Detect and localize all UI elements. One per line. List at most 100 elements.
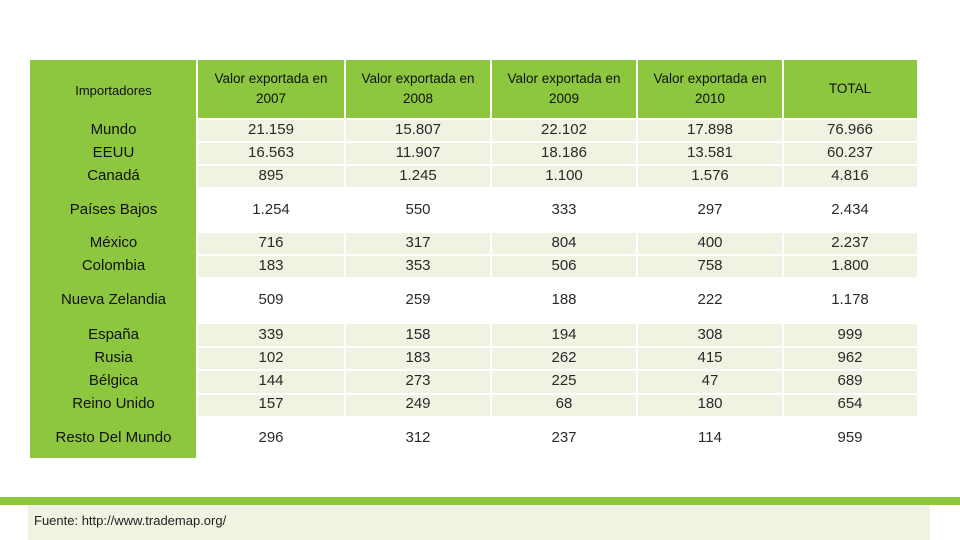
row-divider: [197, 416, 917, 418]
row-divider: [197, 187, 917, 189]
column-header-text: 2010: [694, 91, 726, 106]
column-divider: [196, 187, 198, 231]
value-text: 1.245: [399, 167, 437, 184]
value-cell: 959: [783, 416, 917, 458]
row-divider: [197, 346, 917, 348]
value-cell: 550: [345, 187, 491, 231]
value-cell: 2.237 1.800: [783, 231, 917, 277]
value-text: 962: [837, 349, 863, 366]
value-text: 506: [551, 257, 577, 274]
importer-cell: Nueva Zelandia: [30, 277, 197, 322]
value-text: 237: [551, 428, 577, 446]
value-text: 353: [405, 257, 431, 274]
value-text: 550: [405, 200, 431, 218]
value-text: 47: [701, 372, 719, 389]
value-text: 102: [258, 349, 284, 366]
value-text: 22.102: [541, 121, 587, 138]
value-cell: 114: [637, 416, 783, 458]
value-cell: 259: [345, 277, 491, 322]
row-divider: [197, 322, 917, 324]
row-divider: [197, 393, 917, 395]
value-text: 194: [551, 326, 577, 343]
value-text: 17.898: [687, 121, 733, 138]
importer-name: EEUU: [92, 144, 135, 161]
column-divider: [344, 416, 346, 458]
value-cell: 22.102 18.186 1.100: [491, 118, 637, 187]
value-text: 1.178: [831, 291, 869, 308]
importer-name: México: [89, 234, 138, 251]
value-text: 1.100: [545, 167, 583, 184]
column-divider: [490, 118, 492, 187]
row-divider: [197, 118, 917, 120]
value-text: 18.186: [541, 144, 587, 161]
value-text: 4.816: [831, 167, 869, 184]
value-text: 1.576: [691, 167, 729, 184]
value-text: 2.434: [831, 200, 869, 218]
importer-name: Países Bajos: [69, 200, 158, 218]
value-text: 400: [697, 234, 723, 251]
column-divider: [344, 60, 346, 118]
column-divider: [636, 60, 638, 118]
value-cell: 21.159 16.563 895: [197, 118, 345, 187]
column-header-text: 2009: [548, 91, 580, 106]
footer-box: [28, 505, 930, 540]
value-text: 312: [405, 428, 431, 446]
importer-cell: Resto Del Mundo: [30, 416, 197, 458]
value-cell: 2.434: [783, 187, 917, 231]
value-text: 76.966: [827, 121, 873, 138]
column-header-text: Valor exportada en: [507, 71, 621, 86]
column-header-3: Valor exportada en 2009: [491, 60, 637, 118]
value-text: 339: [258, 326, 284, 343]
value-cell: 188: [491, 277, 637, 322]
value-text: 297: [697, 200, 723, 218]
value-cell: 1.254: [197, 187, 345, 231]
value-text: 317: [405, 234, 431, 251]
importer-cell: España Rusia Bélgica Reino Unido: [30, 322, 197, 416]
column-header-text: 2007: [255, 91, 287, 106]
value-text: 183: [258, 257, 284, 274]
value-cell: 312: [345, 416, 491, 458]
value-text: 509: [258, 291, 284, 308]
column-divider: [196, 118, 198, 187]
column-divider: [782, 416, 784, 458]
importer-name: España: [88, 326, 139, 343]
value-text: 333: [551, 200, 577, 218]
column-divider: [490, 187, 492, 231]
column-divider: [344, 118, 346, 187]
column-header-2: Valor exportada en 2008: [345, 60, 491, 118]
row-divider: [197, 369, 917, 371]
value-cell: 317 353: [345, 231, 491, 277]
value-text: 222: [697, 291, 723, 308]
value-text: 158: [405, 326, 431, 343]
column-divider: [636, 118, 638, 187]
importer-name: Reino Unido: [72, 395, 155, 412]
row-divider: [197, 254, 917, 256]
value-text: 180: [697, 395, 723, 412]
column-divider: [196, 277, 198, 322]
value-cell: 17.898 13.581 1.576: [637, 118, 783, 187]
value-cell: 804 506: [491, 231, 637, 277]
column-divider: [782, 187, 784, 231]
value-text: 2.237: [831, 234, 869, 251]
value-text: 15.807: [395, 121, 441, 138]
value-text: 188: [551, 291, 577, 308]
column-divider: [196, 60, 198, 118]
value-text: 415: [697, 349, 723, 366]
value-cell: 237: [491, 416, 637, 458]
value-text: 68: [555, 395, 573, 412]
value-text: 804: [551, 234, 577, 251]
column-divider: [782, 118, 784, 187]
value-text: 183: [405, 349, 431, 366]
column-header-1: Valor exportada en 2007: [197, 60, 345, 118]
value-text: 16.563: [248, 144, 294, 161]
importer-cell: Mundo EEUU Canadá: [30, 118, 197, 187]
value-cell: 194 262 225 68: [491, 322, 637, 416]
importer-name: Canadá: [87, 167, 140, 184]
column-divider: [636, 187, 638, 231]
importer-name: Rusia: [94, 349, 133, 366]
value-cell: 296: [197, 416, 345, 458]
value-text: 21.159: [248, 121, 294, 138]
value-text: 999: [837, 326, 863, 343]
column-header-5: TOTAL: [783, 60, 917, 118]
